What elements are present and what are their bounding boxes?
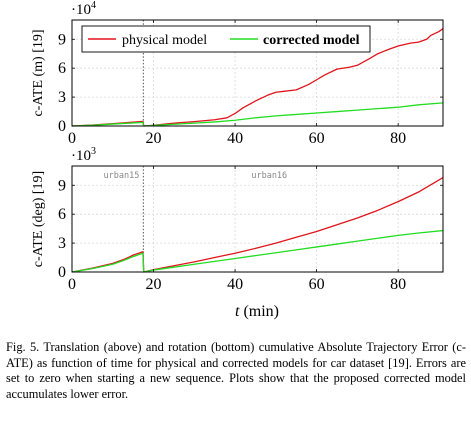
x-tick-label: 60	[309, 130, 325, 147]
x-tick-label: 20	[146, 276, 162, 293]
plot-frame	[71, 165, 444, 273]
y-axis-label: c-ATE (deg) [19]	[31, 171, 46, 267]
legend: physical model corrected model	[81, 25, 371, 53]
y-tick-label: 6	[58, 60, 66, 77]
y-axis-label: c-ATE (m) [19]	[31, 29, 46, 116]
physical-model-line	[71, 177, 444, 273]
y-tick-label: 0	[58, 118, 66, 135]
y-tick-label: 6	[58, 206, 66, 223]
translation-chart: 0 20 40 60 80 0 3 6 9 ·104 c-ATE (m) [19] physical …	[31, 0, 444, 147]
y-tick-label: 3	[58, 89, 66, 106]
y-tick-label: 9	[58, 31, 66, 48]
corrected-model-line	[71, 102, 444, 127]
y-scale-multiplier: ·104	[71, 0, 96, 18]
plot-frame	[71, 19, 444, 127]
x-tick-label: 40	[227, 276, 243, 293]
x-tick-label: 0	[68, 276, 76, 293]
sequence-label-urban16: urban16	[251, 171, 287, 181]
x-tick-label: 60	[309, 276, 325, 293]
legend-label-corrected: corrected model	[263, 33, 360, 48]
y-scale-multiplier: ·103	[71, 146, 96, 164]
x-tick-label: 80	[390, 276, 406, 293]
x-tick-label: 0	[68, 130, 76, 147]
y-tick-label: 0	[58, 264, 66, 281]
legend-label-physical: physical model	[122, 33, 207, 48]
x-axis-label: t (min)	[235, 303, 279, 320]
caption-text: Fig. 5. Translation (above) and rotation…	[6, 340, 466, 401]
y-tick-label: 9	[58, 177, 66, 194]
x-tick-label: 20	[146, 130, 162, 147]
x-tick-label: 80	[390, 130, 406, 147]
legend-box	[81, 25, 371, 53]
corrected-model-line	[71, 229, 444, 273]
rotation-chart: 0 20 40 60 80 0 3 6 9 ·103 c-ATE (deg) [19] urban15…	[31, 146, 444, 293]
figure-caption: Fig. 5. Translation (above) and rotation…	[6, 340, 466, 402]
sequence-label-urban15: urban15	[104, 171, 140, 181]
y-tick-label: 3	[58, 235, 66, 252]
x-tick-label: 40	[227, 130, 243, 147]
